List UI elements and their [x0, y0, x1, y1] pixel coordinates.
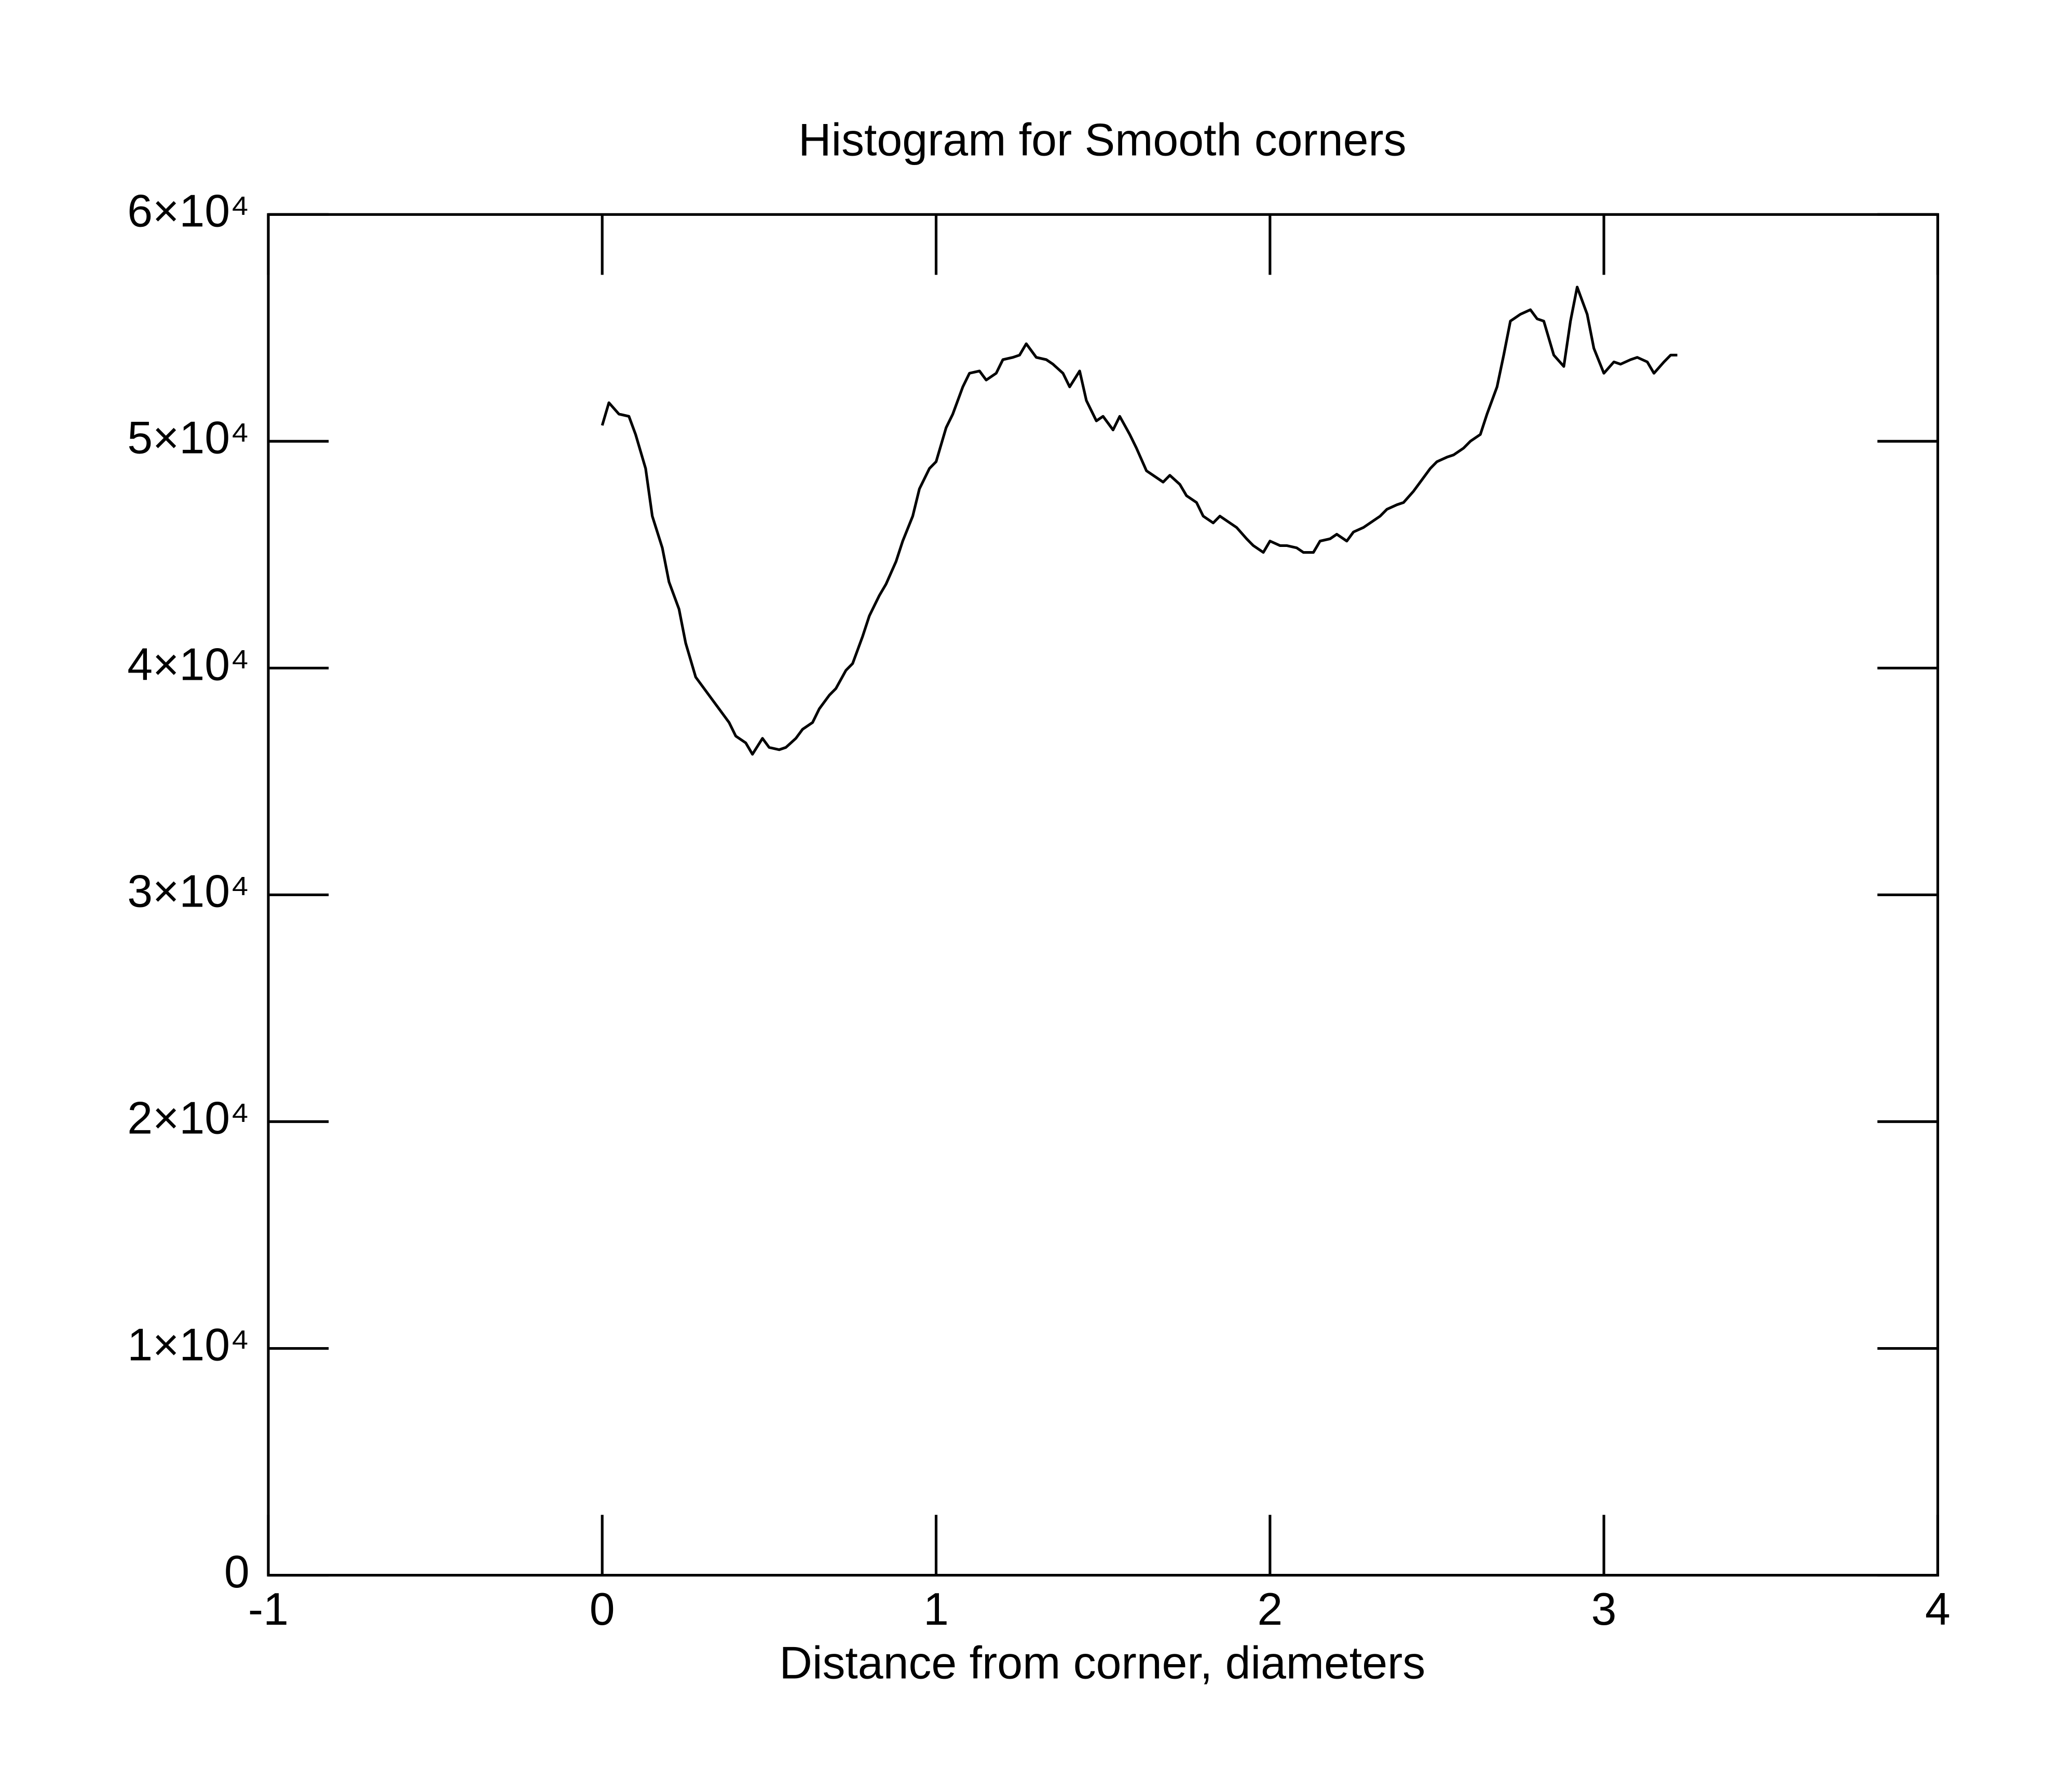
plot-frame [267, 213, 1939, 1577]
y-tick-label: 2×10⁴ [127, 1092, 250, 1144]
x-tick-label: -1 [248, 1583, 289, 1635]
chart-title: Histogram for Smooth corners [798, 114, 1406, 166]
x-tick-label: 2 [1257, 1583, 1283, 1635]
x-tick-label: 1 [923, 1583, 949, 1635]
y-tick-label: 0 [224, 1546, 250, 1597]
y-tick-label: 5×10⁴ [127, 412, 250, 463]
x-tick-label: 0 [590, 1583, 615, 1635]
x-tick-label: 3 [1591, 1583, 1617, 1635]
x-axis-label: Distance from corner, diameters [780, 1637, 1426, 1688]
y-tick-label: 1×10⁴ [127, 1319, 250, 1370]
y-tick-label: 3×10⁴ [127, 866, 250, 917]
y-tick-label: 6×10⁴ [127, 185, 250, 237]
y-tick-label: 4×10⁴ [127, 639, 250, 690]
data-line [601, 285, 1678, 756]
x-tick-label: 4 [1925, 1583, 1951, 1635]
